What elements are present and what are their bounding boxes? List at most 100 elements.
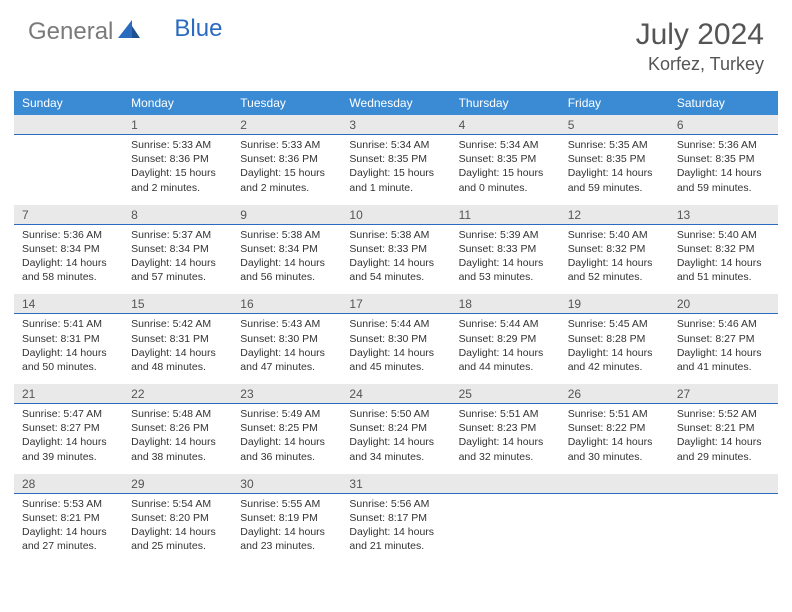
sunrise-text: Sunrise: 5:42 AM [131, 317, 224, 331]
sunset-text: Sunset: 8:22 PM [568, 421, 661, 435]
day-cell: Sunrise: 5:36 AMSunset: 8:34 PMDaylight:… [14, 225, 123, 295]
daynum: 30 [232, 474, 341, 493]
day-cell: Sunrise: 5:35 AMSunset: 8:35 PMDaylight:… [560, 135, 669, 205]
sunset-text: Sunset: 8:35 PM [349, 152, 442, 166]
sunset-text: Sunset: 8:35 PM [568, 152, 661, 166]
sunrise-text: Sunrise: 5:41 AM [22, 317, 115, 331]
day-cell [560, 494, 669, 564]
daylight-text-2: and 39 minutes. [22, 450, 115, 464]
daynum: 8 [123, 205, 232, 224]
logo-text-gray: General [28, 18, 113, 46]
daylight-text-2: and 48 minutes. [131, 360, 224, 374]
day-cell: Sunrise: 5:39 AMSunset: 8:33 PMDaylight:… [451, 225, 560, 295]
day-cell: Sunrise: 5:40 AMSunset: 8:32 PMDaylight:… [560, 225, 669, 295]
daynum: 1 [123, 115, 232, 134]
daylight-text-1: Daylight: 14 hours [349, 435, 442, 449]
day-cell: Sunrise: 5:47 AMSunset: 8:27 PMDaylight:… [14, 404, 123, 474]
daylight-text-2: and 52 minutes. [568, 270, 661, 284]
sunset-text: Sunset: 8:24 PM [349, 421, 442, 435]
day-cell: Sunrise: 5:34 AMSunset: 8:35 PMDaylight:… [451, 135, 560, 205]
sunrise-text: Sunrise: 5:33 AM [131, 138, 224, 152]
daynum: 15 [123, 294, 232, 313]
day-cell: Sunrise: 5:42 AMSunset: 8:31 PMDaylight:… [123, 314, 232, 384]
sunrise-text: Sunrise: 5:53 AM [22, 497, 115, 511]
sunset-text: Sunset: 8:19 PM [240, 511, 333, 525]
day-cell: Sunrise: 5:44 AMSunset: 8:29 PMDaylight:… [451, 314, 560, 384]
daynum: 14 [14, 294, 123, 313]
daynum: 13 [669, 205, 778, 224]
daylight-text-1: Daylight: 14 hours [568, 435, 661, 449]
sunset-text: Sunset: 8:30 PM [349, 332, 442, 346]
daynum: 10 [341, 205, 450, 224]
day-header-mon: Monday [123, 91, 232, 115]
day-cell [669, 494, 778, 564]
day-cell: Sunrise: 5:51 AMSunset: 8:23 PMDaylight:… [451, 404, 560, 474]
daylight-text-2: and 42 minutes. [568, 360, 661, 374]
daynum: 29 [123, 474, 232, 493]
daylight-text-2: and 58 minutes. [22, 270, 115, 284]
day-cell: Sunrise: 5:51 AMSunset: 8:22 PMDaylight:… [560, 404, 669, 474]
daynum: 22 [123, 384, 232, 403]
sunrise-text: Sunrise: 5:45 AM [568, 317, 661, 331]
daynum: 11 [451, 205, 560, 224]
daynum: 3 [341, 115, 450, 134]
daynum: 9 [232, 205, 341, 224]
daylight-text-2: and 41 minutes. [677, 360, 770, 374]
logo: General Blue [28, 18, 222, 46]
daylight-text-1: Daylight: 14 hours [459, 435, 552, 449]
sunrise-text: Sunrise: 5:49 AM [240, 407, 333, 421]
daylight-text-1: Daylight: 15 hours [240, 166, 333, 180]
daylight-text-1: Daylight: 14 hours [568, 256, 661, 270]
daylight-text-1: Daylight: 15 hours [459, 166, 552, 180]
cells-row: Sunrise: 5:53 AMSunset: 8:21 PMDaylight:… [14, 494, 778, 564]
daynum-row: 78910111213 [14, 205, 778, 225]
daylight-text-1: Daylight: 14 hours [349, 346, 442, 360]
daylight-text-2: and 56 minutes. [240, 270, 333, 284]
cells-row: Sunrise: 5:41 AMSunset: 8:31 PMDaylight:… [14, 314, 778, 384]
sunset-text: Sunset: 8:25 PM [240, 421, 333, 435]
header: General Blue July 2024 Korfez, Turkey [0, 0, 792, 83]
sunrise-text: Sunrise: 5:47 AM [22, 407, 115, 421]
sunrise-text: Sunrise: 5:51 AM [568, 407, 661, 421]
daylight-text-2: and 0 minutes. [459, 181, 552, 195]
day-cell: Sunrise: 5:33 AMSunset: 8:36 PMDaylight:… [123, 135, 232, 205]
weeks-container: 123456Sunrise: 5:33 AMSunset: 8:36 PMDay… [14, 115, 778, 563]
daynum: 16 [232, 294, 341, 313]
day-cell: Sunrise: 5:37 AMSunset: 8:34 PMDaylight:… [123, 225, 232, 295]
sunset-text: Sunset: 8:20 PM [131, 511, 224, 525]
daylight-text-2: and 21 minutes. [349, 539, 442, 553]
sunrise-text: Sunrise: 5:40 AM [677, 228, 770, 242]
daylight-text-1: Daylight: 14 hours [459, 256, 552, 270]
daylight-text-2: and 32 minutes. [459, 450, 552, 464]
sunset-text: Sunset: 8:34 PM [22, 242, 115, 256]
daynum: 7 [14, 205, 123, 224]
day-cell: Sunrise: 5:48 AMSunset: 8:26 PMDaylight:… [123, 404, 232, 474]
sunrise-text: Sunrise: 5:50 AM [349, 407, 442, 421]
daylight-text-2: and 54 minutes. [349, 270, 442, 284]
day-cell: Sunrise: 5:38 AMSunset: 8:34 PMDaylight:… [232, 225, 341, 295]
daylight-text-1: Daylight: 15 hours [349, 166, 442, 180]
daynum: 19 [560, 294, 669, 313]
sunrise-text: Sunrise: 5:44 AM [349, 317, 442, 331]
sunset-text: Sunset: 8:36 PM [131, 152, 224, 166]
sunset-text: Sunset: 8:17 PM [349, 511, 442, 525]
sunrise-text: Sunrise: 5:38 AM [240, 228, 333, 242]
daylight-text-2: and 59 minutes. [568, 181, 661, 195]
daylight-text-2: and 25 minutes. [131, 539, 224, 553]
daynum: 17 [341, 294, 450, 313]
sunset-text: Sunset: 8:32 PM [568, 242, 661, 256]
daylight-text-2: and 53 minutes. [459, 270, 552, 284]
sunset-text: Sunset: 8:32 PM [677, 242, 770, 256]
day-cell: Sunrise: 5:36 AMSunset: 8:35 PMDaylight:… [669, 135, 778, 205]
sunset-text: Sunset: 8:27 PM [677, 332, 770, 346]
sunrise-text: Sunrise: 5:37 AM [131, 228, 224, 242]
day-cell: Sunrise: 5:49 AMSunset: 8:25 PMDaylight:… [232, 404, 341, 474]
day-cell: Sunrise: 5:40 AMSunset: 8:32 PMDaylight:… [669, 225, 778, 295]
cells-row: Sunrise: 5:47 AMSunset: 8:27 PMDaylight:… [14, 404, 778, 474]
daynum: 24 [341, 384, 450, 403]
daylight-text-2: and 27 minutes. [22, 539, 115, 553]
daylight-text-1: Daylight: 14 hours [240, 346, 333, 360]
daylight-text-1: Daylight: 14 hours [677, 166, 770, 180]
daylight-text-1: Daylight: 14 hours [131, 346, 224, 360]
sunset-text: Sunset: 8:26 PM [131, 421, 224, 435]
